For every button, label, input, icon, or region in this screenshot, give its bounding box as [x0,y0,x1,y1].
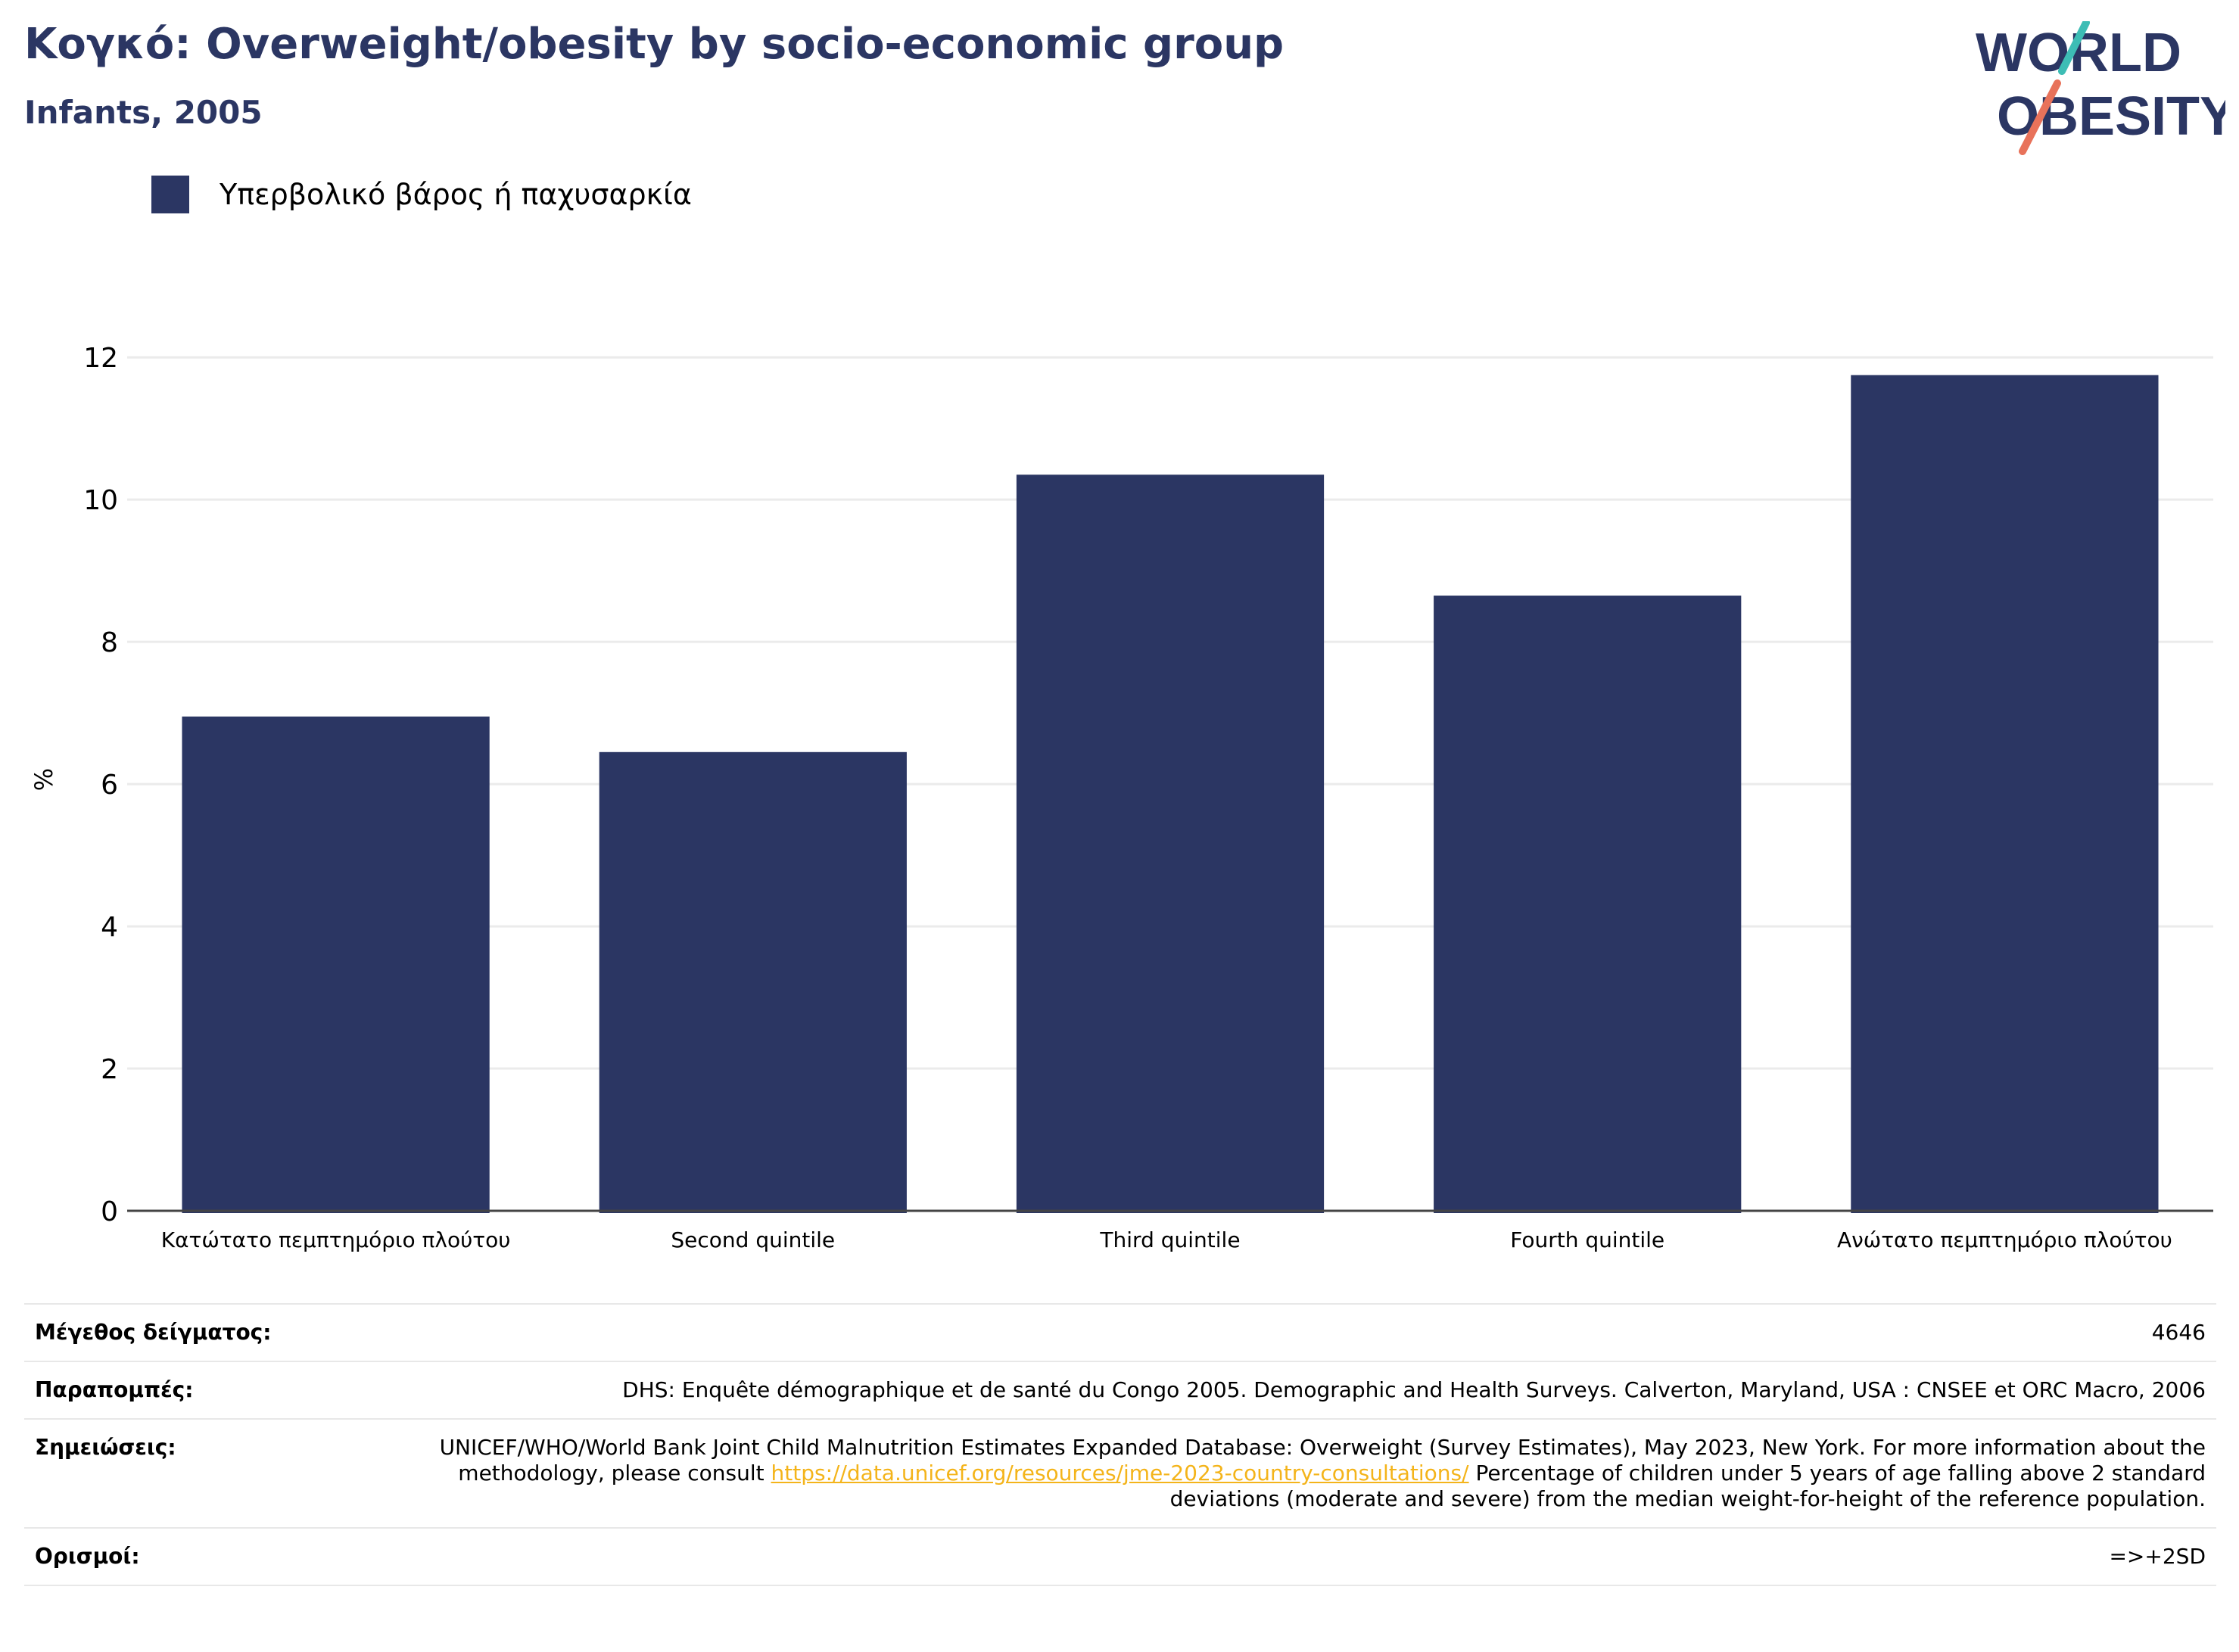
y-tick-label: 0 [101,1196,118,1227]
y-tick-label: 6 [101,770,118,801]
notes-text-after: Percentage of children under 5 years of … [1169,1461,2206,1511]
x-tick-label: Third quintile [1099,1227,1240,1252]
logo-slash-teal [2058,21,2090,75]
y-tick-label: 2 [101,1054,118,1085]
notes-text-before: UNICEF/WHO/World Bank Joint Child Malnut… [439,1435,2206,1486]
info-key: Σημειώσεις: [24,1418,363,1529]
x-tick-label: Κατώτατο πεμπτημόριο πλούτου [161,1227,511,1252]
y-tick-label: 4 [101,912,118,943]
info-value: =>+2SD [363,1527,2216,1586]
world-obesity-logo: WORLD OBESITY [1976,21,2225,155]
info-row-sample-size: Μέγεθος δείγματος: 4646 [24,1303,2216,1362]
info-value: 4646 [363,1303,2216,1362]
x-tick-label: Fourth quintile [1510,1227,1664,1252]
bar [1434,596,1742,1213]
info-value: DHS: Enquête démographique et de santé d… [363,1361,2216,1420]
info-row-notes: Σημειώσεις: UNICEF/WHO/World Bank Joint … [24,1418,2216,1529]
y-tick-label: 8 [101,627,118,658]
chart-subtitle: Infants, 2005 [24,94,263,131]
info-key: Παραπομπές: [24,1361,363,1420]
bar [182,716,490,1213]
chart-legend: Υπερβολικό βάρος ή παχυσαρκία [151,176,692,213]
bar [1016,474,1325,1213]
logo-line2: OBESITY [1997,86,2225,147]
legend-swatch [151,176,189,213]
bar-chart: 0 2 4 6 8 10 12 Κατώτατο πεμπτημόριο πλούτου Sec… [83,343,2213,1252]
info-row-definitions: Ορισμοί: =>+2SD [24,1527,2216,1586]
logo-slash-coral [2019,79,2061,155]
info-table: Μέγεθος δείγματος: 4646 Παραπομπές: DHS:… [24,1303,2216,1586]
info-value: UNICEF/WHO/World Bank Joint Child Malnut… [363,1418,2216,1529]
legend-label: Υπερβολικό βάρος ή παχυσαρκία [220,178,692,211]
y-tick-label: 10 [83,485,118,516]
bar [1851,375,2159,1214]
bar [599,751,907,1213]
info-key: Ορισμοί: [24,1527,363,1586]
chart-title: Κογκό: Overweight/obesity by socio-econo… [24,20,1285,69]
y-tick-label: 12 [83,343,118,374]
info-row-references: Παραπομπές: DHS: Enquête démographique e… [24,1361,2216,1420]
x-tick-label: Ανώτατο πεμπτημόριο πλούτου [1837,1227,2172,1252]
x-tick-label: Second quintile [671,1227,835,1252]
info-key: Μέγεθος δείγματος: [24,1303,363,1362]
methodology-link[interactable]: https://data.unicef.org/resources/jme-20… [771,1461,1469,1486]
